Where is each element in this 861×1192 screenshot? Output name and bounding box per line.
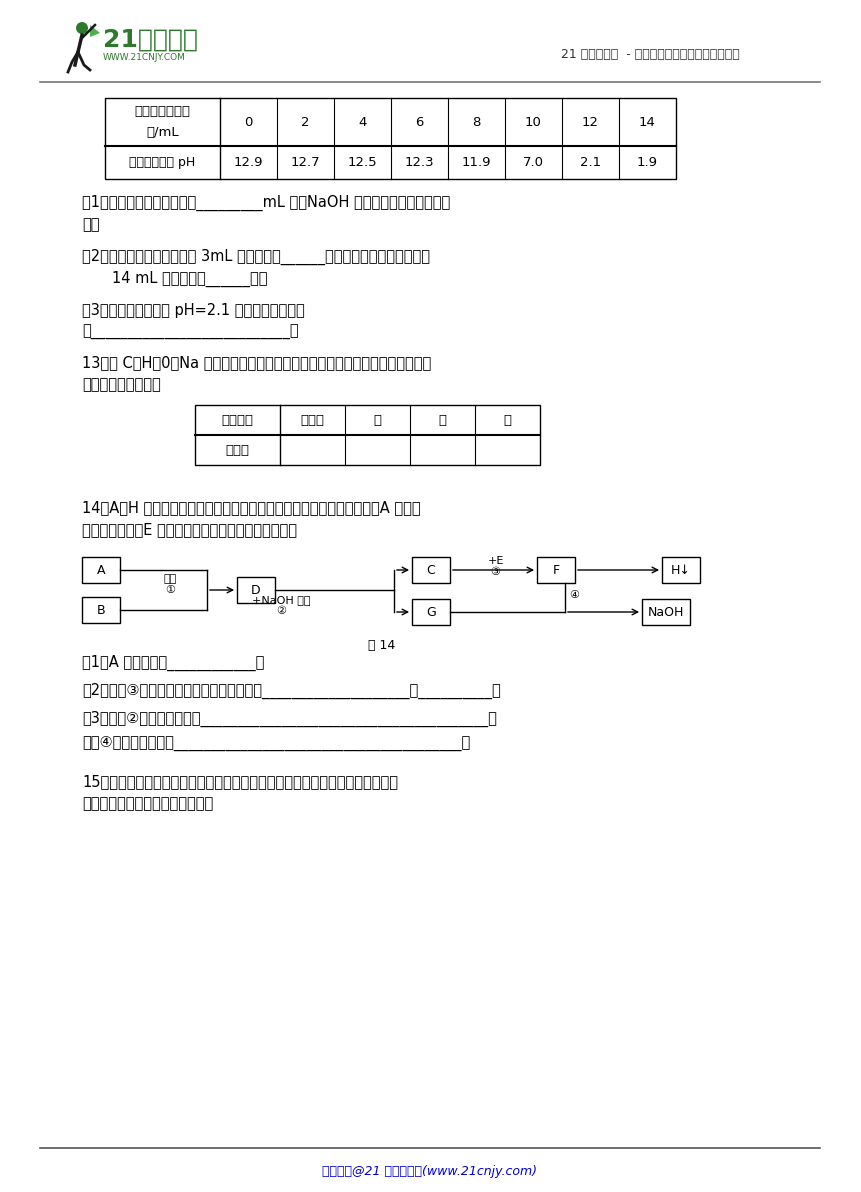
Text: 反应④的化学方程式为_______________________________________。: 反应④的化学方程式为______________________________…: [82, 735, 470, 751]
Text: +NaOH 溶液: +NaOH 溶液: [251, 595, 310, 606]
Text: 2.1: 2.1: [580, 156, 601, 169]
Text: 版权所有@21 世纪教育网(www.21cnjy.com): 版权所有@21 世纪教育网(www.21cnjy.com): [323, 1165, 537, 1178]
Text: （各写一个化学式）: （各写一个化学式）: [82, 377, 161, 392]
Text: 12.3: 12.3: [405, 156, 434, 169]
Text: NaOH: NaOH: [647, 606, 684, 619]
Text: 碱: 碱: [438, 414, 447, 427]
Text: ②: ②: [276, 606, 286, 616]
Text: 10: 10: [525, 116, 542, 129]
Text: 13、从 C、H、0、Na 四种元素中，选择适当的元素，组成符合下列要求的化合物: 13、从 C、H、0、Na 四种元素中，选择适当的元素，组成符合下列要求的化合物: [82, 355, 431, 370]
Text: 8: 8: [473, 116, 480, 129]
Text: （1）当加入稀盐酸的体积为_________mL 时，NaOH 溶液和稀盐酸恰好完全反: （1）当加入稀盐酸的体积为_________mL 时，NaOH 溶液和稀盐酸恰好…: [82, 195, 450, 211]
Bar: [642, 600, 690, 625]
Text: （3）反应②的化学方程式为_______________________________________。: （3）反应②的化学方程式为___________________________…: [82, 710, 497, 727]
Bar: [662, 557, 700, 583]
Bar: [82, 597, 120, 623]
Text: 12.7: 12.7: [291, 156, 320, 169]
Text: 15、某兴趣小组为了区分氢氧化钠溶液和氢氧化钙溶液，设计了如下图所示的四: 15、某兴趣小组为了区分氢氧化钠溶液和氢氧化钙溶液，设计了如下图所示的四: [82, 774, 398, 789]
Text: （3）当烧杯中溶液的 pH=2.1 时，溶液中的溶质: （3）当烧杯中溶液的 pH=2.1 时，溶液中的溶质: [82, 303, 305, 318]
Text: F: F: [553, 564, 560, 577]
Text: 21 世纪教育网  - 中小学教育资源及组卷应用平台: 21 世纪教育网 - 中小学教育资源及组卷应用平台: [561, 49, 740, 62]
Text: 氧化物: 氧化物: [300, 414, 325, 427]
Bar: [237, 577, 275, 603]
Text: 11.9: 11.9: [461, 156, 492, 169]
Bar: [82, 557, 120, 583]
Bar: [195, 405, 540, 465]
Bar: [537, 557, 575, 583]
Ellipse shape: [76, 21, 88, 35]
Text: 14、A～H 都是初中化学中的常见物质，它们之间的转化关系如图所示。A 是天然: 14、A～H 都是初中化学中的常见物质，它们之间的转化关系如图所示。A 是天然: [82, 499, 421, 515]
Text: 点燃: 点燃: [164, 575, 177, 584]
Bar: [412, 600, 450, 625]
Text: 4: 4: [358, 116, 367, 129]
Text: H↓: H↓: [671, 564, 691, 577]
Text: +E: +E: [487, 555, 504, 566]
Text: 12.5: 12.5: [348, 156, 377, 169]
Text: C: C: [426, 564, 436, 577]
Text: B: B: [96, 603, 105, 616]
Text: 有___________________________。: 有___________________________。: [82, 325, 299, 340]
Text: 7.0: 7.0: [523, 156, 544, 169]
Text: A: A: [96, 564, 105, 577]
Text: D: D: [251, 584, 261, 596]
Text: 加入稀盐酸的体
积/mL: 加入稀盐酸的体 积/mL: [134, 105, 190, 139]
Text: 酸: 酸: [374, 414, 381, 427]
Text: ③: ③: [491, 567, 500, 577]
Text: 盐: 盐: [504, 414, 511, 427]
Text: 21世纪教育: 21世纪教育: [103, 27, 198, 52]
Text: ④: ④: [569, 590, 579, 600]
Text: ①: ①: [165, 585, 175, 595]
Text: 化学式: 化学式: [226, 443, 250, 457]
Polygon shape: [90, 25, 100, 37]
Text: 应。: 应。: [82, 217, 100, 232]
Text: 12: 12: [582, 116, 599, 129]
Bar: [412, 557, 450, 583]
Text: 烧杯中溶液的 pH: 烧杯中溶液的 pH: [129, 156, 195, 169]
Text: 6: 6: [415, 116, 424, 129]
Text: 14 mL 时，溶液显______色。: 14 mL 时，溶液显______色。: [112, 271, 268, 287]
Text: （1）A 的化学式为____________。: （1）A 的化学式为____________。: [82, 654, 264, 671]
Text: 0: 0: [245, 116, 252, 129]
Text: 2: 2: [301, 116, 310, 129]
Text: 组实验方案，请按要求回答问题。: 组实验方案，请按要求回答问题。: [82, 796, 214, 811]
Text: 1.9: 1.9: [637, 156, 658, 169]
Text: 气的主要成分，E 是一种常见的食品干燥剂。请回答：: 气的主要成分，E 是一种常见的食品干燥剂。请回答：: [82, 522, 297, 538]
Text: WWW.21CNJY.COM: WWW.21CNJY.COM: [103, 54, 186, 62]
Text: 图 14: 图 14: [369, 639, 395, 652]
Text: 12.9: 12.9: [233, 156, 263, 169]
Text: （2）反应③的化学方程式及基本反应类型是____________________；__________。: （2）反应③的化学方程式及基本反应类型是____________________…: [82, 683, 501, 700]
Text: G: G: [426, 606, 436, 619]
Text: 物质类别: 物质类别: [221, 414, 253, 427]
Text: （2）当加入稀盐酸的体积为 3mL 时，溶液显______色；当加入稀盐酸的体积为: （2）当加入稀盐酸的体积为 3mL 时，溶液显______色；当加入稀盐酸的体积…: [82, 249, 430, 265]
Text: 14: 14: [639, 116, 656, 129]
Bar: [105, 98, 676, 179]
